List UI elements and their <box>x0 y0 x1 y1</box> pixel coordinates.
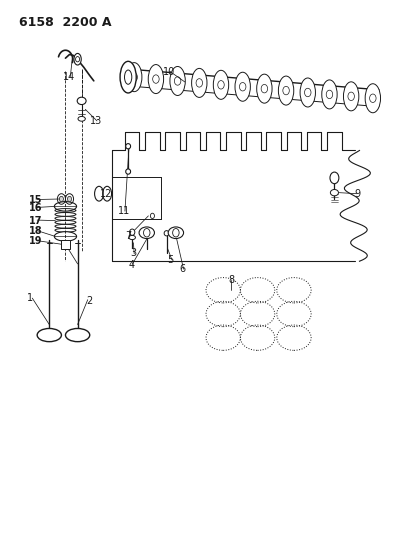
Ellipse shape <box>54 232 76 241</box>
Circle shape <box>67 196 71 201</box>
Text: 2: 2 <box>86 296 92 306</box>
Ellipse shape <box>78 116 85 121</box>
Ellipse shape <box>164 231 169 236</box>
Text: 15: 15 <box>29 195 43 205</box>
Text: 6158  2200 A: 6158 2200 A <box>19 16 111 29</box>
Ellipse shape <box>329 172 338 184</box>
Ellipse shape <box>129 236 135 240</box>
Ellipse shape <box>169 67 185 95</box>
Text: 12: 12 <box>99 189 112 199</box>
Circle shape <box>75 56 79 62</box>
Text: 10: 10 <box>162 67 174 77</box>
Text: 17: 17 <box>29 216 43 225</box>
Ellipse shape <box>234 72 250 101</box>
Ellipse shape <box>191 68 207 98</box>
Text: 1: 1 <box>27 293 33 303</box>
Ellipse shape <box>120 61 136 93</box>
Ellipse shape <box>168 227 183 239</box>
Text: 4: 4 <box>128 260 134 270</box>
Circle shape <box>59 196 63 201</box>
Ellipse shape <box>102 187 111 201</box>
Ellipse shape <box>129 229 135 236</box>
Text: 19: 19 <box>29 236 43 246</box>
Ellipse shape <box>256 74 272 103</box>
Text: 11: 11 <box>118 206 130 216</box>
Ellipse shape <box>343 82 358 111</box>
Text: 8: 8 <box>228 274 234 285</box>
Ellipse shape <box>330 190 338 196</box>
Ellipse shape <box>321 80 336 109</box>
Bar <box>61 240 70 249</box>
Ellipse shape <box>126 169 130 174</box>
Ellipse shape <box>139 227 154 239</box>
Ellipse shape <box>74 53 81 65</box>
Text: 9: 9 <box>354 189 360 199</box>
Ellipse shape <box>126 143 130 149</box>
Ellipse shape <box>37 328 61 342</box>
Ellipse shape <box>124 70 131 84</box>
Text: 7: 7 <box>125 231 131 241</box>
Text: 3: 3 <box>130 248 136 259</box>
Ellipse shape <box>77 97 86 104</box>
Ellipse shape <box>148 64 163 94</box>
Ellipse shape <box>65 328 90 342</box>
Ellipse shape <box>299 78 315 107</box>
Ellipse shape <box>54 201 76 211</box>
Circle shape <box>150 213 154 219</box>
Text: 6: 6 <box>179 264 185 274</box>
Text: 5: 5 <box>167 255 173 265</box>
Ellipse shape <box>364 84 380 113</box>
Text: 13: 13 <box>90 116 102 126</box>
Ellipse shape <box>126 63 142 92</box>
Ellipse shape <box>213 70 228 99</box>
Text: 18: 18 <box>29 226 43 236</box>
Ellipse shape <box>278 76 293 105</box>
Ellipse shape <box>94 187 103 201</box>
Ellipse shape <box>55 228 76 232</box>
Text: 14: 14 <box>63 71 75 82</box>
Text: 16: 16 <box>29 204 43 214</box>
Ellipse shape <box>55 213 76 216</box>
Ellipse shape <box>55 221 76 224</box>
